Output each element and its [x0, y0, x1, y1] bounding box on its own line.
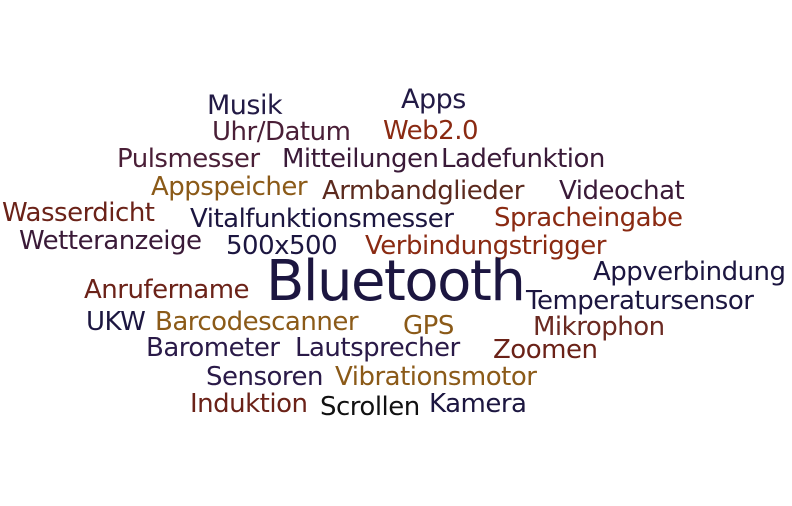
- word-vitalfunktionsmesser: Vitalfunktionsmesser: [190, 204, 454, 234]
- word-mitteilungen: Mitteilungen: [282, 144, 439, 174]
- word-wetteranzeige: Wetteranzeige: [19, 226, 202, 256]
- word-zoomen: Zoomen: [493, 335, 598, 365]
- word-500x500: 500x500: [226, 231, 338, 261]
- word-apps: Apps: [401, 84, 466, 115]
- word-barometer: Barometer: [146, 333, 280, 363]
- word-pulsmesser: Pulsmesser: [117, 144, 260, 174]
- word-armbandglieder: Armbandglieder: [322, 176, 524, 206]
- word-wasserdicht: Wasserdicht: [2, 198, 155, 228]
- word-barcodescanner: Barcodescanner: [155, 307, 359, 337]
- word-anrufername: Anrufername: [84, 275, 250, 305]
- word-spracheingabe: Spracheingabe: [494, 203, 683, 233]
- word-sensoren: Sensoren: [206, 362, 324, 392]
- word-kamera: Kamera: [429, 389, 527, 419]
- word-uhr-datum: Uhr/Datum: [212, 117, 351, 147]
- word-ukw: UKW: [86, 307, 146, 337]
- word-ladefunktion: Ladefunktion: [441, 144, 605, 174]
- word-induktion: Induktion: [190, 389, 308, 419]
- word-appspeicher: Appspeicher: [151, 172, 308, 202]
- word-scrollen: Scrollen: [320, 392, 420, 422]
- word-videochat: Videochat: [559, 176, 685, 206]
- word-vibrationsmotor: Vibrationsmotor: [335, 362, 537, 392]
- word-mikrophon: Mikrophon: [533, 312, 665, 342]
- word-verbindungstrigger: Verbindungstrigger: [365, 231, 606, 261]
- word-lautsprecher: Lautsprecher: [295, 333, 460, 363]
- word-musik: Musik: [207, 90, 283, 121]
- word-appverbindung: Appverbindung: [593, 257, 786, 287]
- word-temperatursensor: Temperatursensor: [526, 286, 754, 316]
- word-bluetooth: Bluetooth: [266, 249, 526, 314]
- word-gps: GPS: [403, 311, 454, 341]
- word-web2-0: Web2.0: [383, 116, 479, 146]
